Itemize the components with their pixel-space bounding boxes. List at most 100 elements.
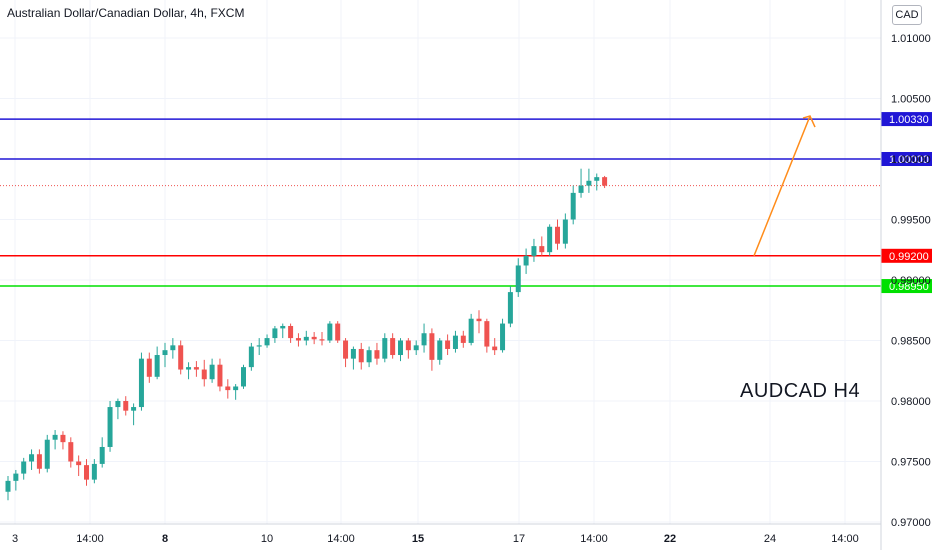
candle	[578, 168, 584, 198]
candle-body	[178, 345, 184, 370]
candle	[76, 455, 82, 477]
candle-body	[327, 323, 333, 341]
candle-body	[288, 325, 294, 339]
candle	[468, 313, 474, 346]
candle	[280, 323, 286, 339]
candle-body	[233, 386, 239, 391]
candle-body	[570, 192, 576, 220]
candle	[539, 236, 545, 256]
arrow-shaft	[753, 115, 811, 257]
candle	[123, 396, 129, 416]
candle	[44, 434, 50, 473]
candle	[405, 338, 411, 359]
x-tick-label: 8	[162, 533, 168, 545]
candle	[476, 310, 482, 334]
x-tick-label: 14:00	[831, 533, 859, 545]
candle	[256, 338, 262, 356]
candle	[186, 362, 192, 380]
candle	[570, 185, 576, 225]
candle-body	[99, 446, 105, 464]
candle	[413, 340, 419, 356]
candle-body	[52, 434, 58, 440]
candle-body	[476, 318, 482, 322]
candle-body	[44, 439, 50, 469]
candle-body	[68, 442, 74, 462]
candle	[547, 224, 553, 256]
candle-body	[468, 318, 474, 343]
candle-body	[91, 463, 97, 480]
projection-arrow	[753, 115, 816, 257]
candle	[13, 469, 19, 491]
candle-body	[186, 367, 192, 370]
candle-body	[272, 328, 278, 339]
candle	[594, 173, 600, 191]
candle-body	[382, 338, 388, 359]
candle	[21, 457, 27, 480]
candle	[327, 321, 333, 343]
candle-body	[555, 226, 560, 244]
candle-body	[335, 323, 341, 341]
horizontal-levels[interactable]: 1.00330 1.00000 0.99200 0.98950	[0, 112, 932, 294]
candle	[68, 437, 74, 468]
candle	[562, 213, 568, 249]
candle-body	[29, 454, 35, 462]
candle-body	[303, 336, 309, 341]
candle-body	[343, 340, 349, 359]
candle-body	[594, 177, 600, 181]
candle	[36, 449, 42, 474]
candle-body	[60, 434, 66, 443]
candle	[272, 325, 278, 343]
candle	[500, 318, 506, 353]
candle	[445, 334, 451, 356]
x-tick-label: 15	[412, 533, 424, 545]
level-price-label: 0.98950	[889, 281, 929, 293]
candle-body	[437, 340, 443, 360]
candle-body	[131, 407, 137, 411]
y-tick-label: 0.99000	[891, 275, 931, 287]
candle	[91, 459, 97, 484]
level-price-label: 0.99200	[889, 251, 929, 263]
candle-body	[492, 346, 498, 351]
candle-body	[358, 348, 364, 363]
candle	[398, 338, 403, 362]
candle	[107, 401, 113, 452]
candle-body	[547, 226, 553, 253]
candle-body	[5, 480, 11, 492]
candle-body	[515, 265, 521, 293]
x-tick-label: 17	[513, 533, 525, 545]
candle	[146, 352, 152, 383]
candle-body	[405, 340, 411, 351]
candle	[460, 330, 466, 348]
y-tick-label: 1.00500	[891, 94, 931, 106]
candle-body	[413, 345, 419, 351]
level-price-tag	[881, 279, 932, 294]
x-tick-label: 3	[12, 533, 18, 545]
candle-body	[578, 185, 584, 193]
chart-annotation: AUDCAD H4	[740, 380, 861, 402]
candle	[225, 379, 231, 399]
candle	[374, 342, 380, 365]
candle	[586, 168, 592, 193]
candle	[154, 346, 160, 380]
candle	[452, 330, 458, 353]
candle	[201, 359, 207, 387]
x-tick-label: 14:00	[327, 533, 355, 545]
candle-body	[248, 346, 254, 368]
candles	[5, 168, 608, 501]
candle	[209, 358, 215, 383]
x-tick-label: 10	[261, 533, 273, 545]
y-tick-label: 0.99500	[891, 215, 931, 227]
candle-body	[523, 255, 529, 266]
candle-body	[209, 364, 215, 380]
candle-body	[280, 325, 286, 329]
candle	[295, 333, 301, 347]
candle	[84, 459, 89, 486]
candle-body	[193, 367, 199, 370]
candle-body	[36, 454, 42, 469]
currency-button[interactable]: CAD	[892, 5, 922, 25]
candle-body	[366, 350, 372, 363]
candle	[602, 175, 608, 189]
candle	[193, 361, 199, 377]
